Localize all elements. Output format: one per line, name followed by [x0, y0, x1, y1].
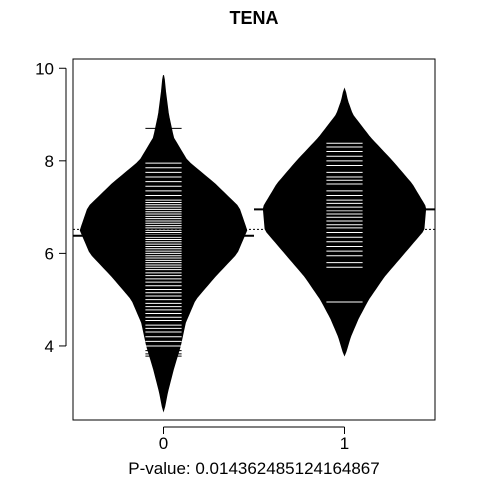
plot-area — [73, 75, 435, 413]
y-tick-label-4: 4 — [45, 337, 54, 356]
y-tick-label-6: 6 — [45, 244, 54, 263]
chart-title: TENA — [230, 8, 279, 28]
bean-1 — [262, 87, 427, 357]
x-axis-label: P-value: 0.014362485124164867 — [128, 459, 379, 478]
beans-layer — [79, 75, 427, 413]
y-tick-label-10: 10 — [35, 59, 54, 78]
plot-frame — [72, 58, 436, 421]
x-tick-label-1: 1 — [340, 434, 349, 453]
bean-0 — [79, 75, 248, 413]
group-mean-lines — [73, 208, 435, 237]
y-axis: 4 6 8 10 — [35, 59, 67, 356]
y-tick-label-8: 8 — [45, 152, 54, 171]
x-tick-label-0: 0 — [159, 434, 168, 453]
